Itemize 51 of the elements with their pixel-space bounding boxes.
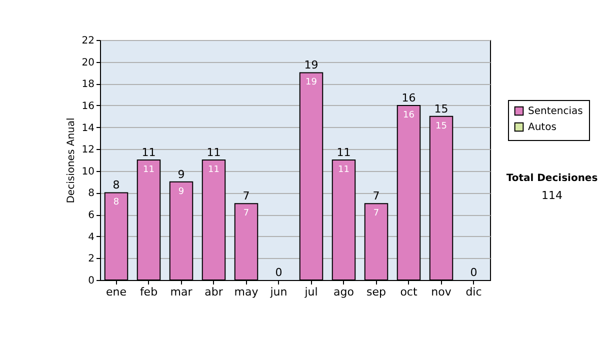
y-tick-label: 22 [82,36,94,46]
data-label: 19 [306,78,318,88]
y-tick-label: 16 [82,100,94,112]
data-label: 9 [178,186,184,197]
x-tick-label: nov [431,286,452,298]
x-tick-label: sep [366,286,386,298]
data-label: 15 [436,121,447,132]
text: 114 [542,189,562,202]
y-tick-label: 2 [88,254,94,265]
data-label: 7 [373,208,380,219]
total-label: 0 [470,266,478,279]
y-tick-label: 18 [82,79,94,90]
data-label: 11 [143,165,154,175]
x-tick-label: jun [269,286,288,298]
x-tick-label: ene [106,286,127,298]
total-label: 0 [275,266,282,279]
legend-label: Autos [528,122,556,133]
y-tick-label: 4 [88,232,94,243]
x-tick-label: ago [334,286,354,298]
total-label: 16 [402,91,416,104]
text: Total Decisiones [506,173,598,184]
data-label: 11 [208,165,220,175]
x-tick-label: mar [170,286,193,298]
total-label: 19 [304,58,318,72]
total-label: 9 [178,168,185,181]
data-label: 8 [113,198,120,208]
x-tick-label: abr [204,286,224,298]
y-axis-title: Decisiones Anual [66,118,77,204]
total-label: 7 [372,190,380,203]
y-tick-label: 12 [82,144,94,156]
legend-label: Sentencias [528,106,583,117]
data-label: 11 [338,165,350,175]
y-tick-label: 20 [82,57,94,68]
y-tick-label: 10 [82,166,94,178]
total-label: 15 [434,102,448,116]
total-label: 11 [142,146,156,159]
x-tick-label: feb [140,286,158,298]
y-tick-label: 8 [88,188,94,200]
total-label: 11 [336,146,351,159]
x-tick-label: jul [304,286,318,298]
x-tick-label: dic [466,286,482,298]
total-label: 8 [112,178,120,192]
total-label: 11 [206,146,221,159]
x-tick-label: may [234,286,259,298]
x-tick-label: oct [400,286,418,298]
data-label: 16 [403,110,415,120]
y-tick-label: 0 [88,276,94,286]
total-label: 7 [242,190,250,203]
y-tick-label: 6 [88,210,94,222]
y-tick-label: 14 [82,122,94,134]
data-label: 7 [243,208,250,219]
